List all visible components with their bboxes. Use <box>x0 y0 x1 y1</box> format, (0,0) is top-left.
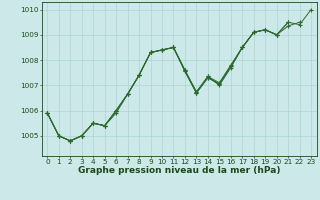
X-axis label: Graphe pression niveau de la mer (hPa): Graphe pression niveau de la mer (hPa) <box>78 166 280 175</box>
